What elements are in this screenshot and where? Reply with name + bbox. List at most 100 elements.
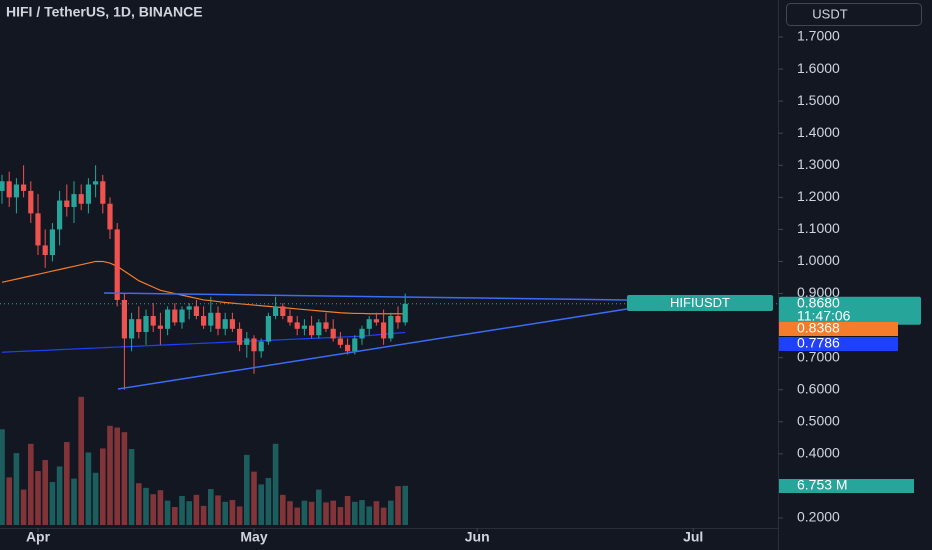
volume-bar (352, 501, 358, 525)
price-axis: 1.7000 1.6000 1.5000 1.4000 1.3000 1.2000 1.10… (778, 28, 921, 525)
countdown: 11:47:06 (797, 307, 851, 323)
candle-body (265, 315, 271, 342)
volume-bar (222, 501, 228, 525)
y-tick-label: 0.9000 (797, 284, 840, 300)
volume-bar (402, 485, 408, 525)
volume-bar (20, 489, 27, 525)
volume-bar (172, 507, 178, 525)
volume-bar (215, 495, 221, 525)
volume-bar (330, 500, 336, 525)
y-tick-label: 1.7000 (797, 28, 840, 44)
volume-bar (128, 449, 135, 525)
candle-body (100, 181, 106, 204)
volume-bar (92, 472, 99, 525)
last-price-tag (779, 296, 921, 325)
plot: Apr May Jun Jul (0, 165, 778, 545)
candle-body (114, 229, 120, 300)
volume-bar (287, 501, 293, 525)
candle-body (301, 325, 307, 329)
volume-bar (85, 452, 92, 525)
candle-body (93, 181, 99, 185)
volume-bar (229, 500, 236, 525)
y-tick-label: 0.4000 (797, 445, 840, 461)
volume-bar (64, 442, 70, 525)
y-tick-label: 1.5000 (797, 92, 840, 108)
candle-body (157, 325, 163, 329)
volume-bar (28, 443, 34, 525)
candle-body (13, 184, 19, 198)
y-tick-label: 1.0000 (797, 252, 840, 268)
volume-bar (373, 501, 380, 525)
y-tick-label: 1.1000 (797, 220, 840, 236)
candle-body (251, 338, 257, 352)
candle-body (373, 319, 379, 323)
candle-body (85, 184, 91, 204)
volume-bar (150, 494, 156, 525)
volume-bar (100, 448, 106, 525)
candle-body (186, 306, 192, 310)
volume-bar (337, 507, 344, 525)
volume-bar (251, 471, 257, 525)
candle-body (388, 315, 394, 339)
volume-bar (107, 425, 113, 525)
y-tick-label: 1.2000 (797, 188, 840, 204)
y-tick-label: 1.3000 (797, 156, 840, 172)
volume-bar (179, 496, 185, 525)
volume-bar (265, 478, 272, 525)
candle-body (121, 299, 127, 339)
volume-bar (42, 460, 48, 525)
volume-bar (380, 507, 387, 525)
y-tick-label: 0.6000 (797, 380, 840, 396)
candle-body (172, 309, 178, 323)
candle-body (201, 315, 207, 326)
volume-bar (186, 501, 192, 525)
volume-bar (78, 396, 84, 525)
candle-body (193, 306, 199, 316)
candle-body (179, 309, 185, 323)
candle-body (381, 322, 387, 339)
candle-body (150, 315, 156, 326)
candle-body (395, 315, 401, 323)
y-tick-label: 1.6000 (797, 60, 840, 76)
y-tick-label: 0.5000 (797, 413, 840, 429)
currency-button[interactable] (786, 3, 922, 26)
candle-body (359, 328, 365, 339)
candle-body (229, 319, 235, 329)
candle-body (237, 328, 243, 345)
candle-body (64, 200, 70, 207)
x-tick-label: Jun (465, 529, 490, 545)
ma-tag (779, 337, 898, 351)
candle-body (402, 303, 408, 323)
volume-bar (244, 454, 250, 525)
volume-bar (344, 496, 351, 525)
volume-bar (366, 506, 372, 525)
candle-body (352, 338, 358, 352)
candle-body (287, 315, 293, 323)
volume-tag (779, 479, 914, 493)
candle-body (136, 319, 142, 333)
y-tick-label: 0.7000 (797, 348, 840, 364)
candle-body (345, 344, 351, 352)
trendline-lower (117, 308, 628, 390)
candle-body (330, 328, 336, 339)
volume-bar (0, 429, 5, 525)
volume-bar (6, 477, 12, 525)
volume-bar (136, 483, 142, 525)
candle-body (107, 203, 113, 230)
currency-label[interactable]: USDT (812, 6, 847, 21)
volume-label: 6.753 M (797, 477, 848, 493)
volume-bar (258, 484, 264, 525)
volume-bar (395, 486, 401, 525)
candle-body (57, 200, 63, 230)
volume-bar (388, 500, 394, 525)
volume-bar (157, 490, 164, 525)
candle-body (294, 322, 300, 329)
volume-bar (49, 482, 56, 525)
volume-bar (316, 489, 322, 525)
volume-bar (280, 494, 286, 525)
candle-body (129, 319, 135, 339)
candle-body (28, 190, 34, 214)
volume-bar (294, 507, 300, 525)
candle-body (323, 322, 329, 329)
volume-bar (193, 494, 200, 525)
